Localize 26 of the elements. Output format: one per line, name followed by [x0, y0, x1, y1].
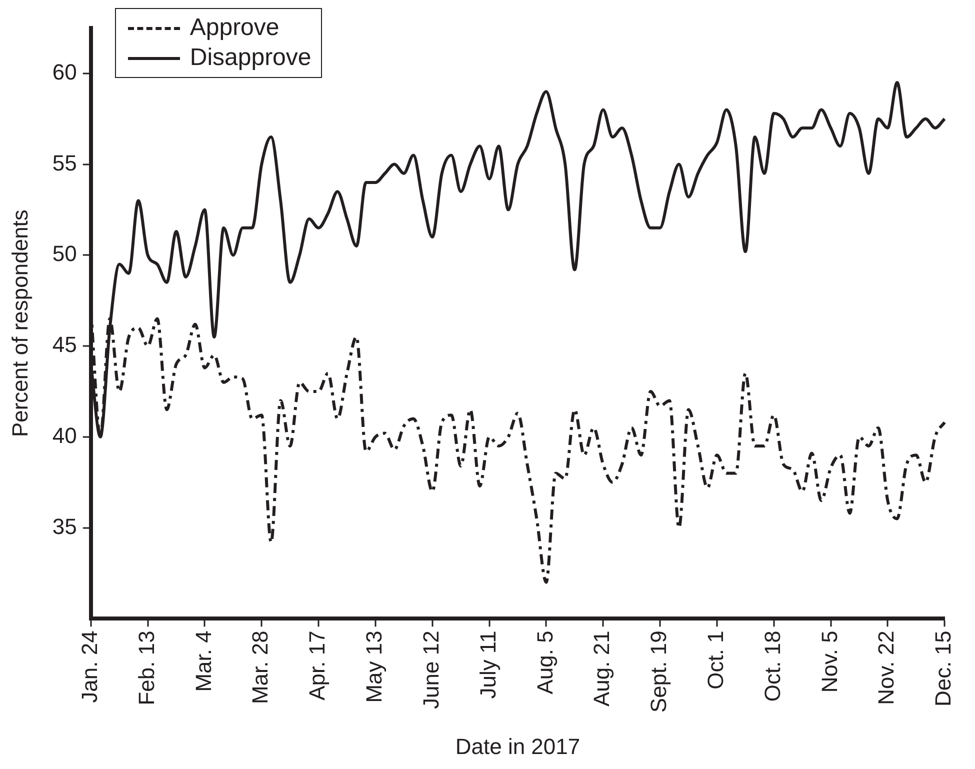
y-tick-label: 55 [52, 150, 77, 176]
legend-label: Disapprove [190, 44, 312, 72]
x-tick-label: Nov. 22 [874, 630, 899, 705]
x-tick-label: Apr. 17 [304, 630, 330, 700]
x-tick-label: Feb. 13 [134, 630, 159, 706]
y-tick-label: 60 [52, 59, 77, 84]
x-tick-label: Aug. 21 [589, 630, 614, 706]
x-axis-title: Date in 2017 [455, 734, 580, 759]
x-tick-label: Sept. 19 [646, 630, 672, 713]
x-tick-label: Dec. 15 [930, 630, 956, 706]
y-axis-title: Percent of respondents [7, 210, 32, 438]
y-tick-label: 35 [52, 514, 77, 539]
x-tick-label: Jan. 24 [76, 630, 102, 703]
x-tick-label: July 11 [475, 630, 500, 699]
y-tick-label: 45 [52, 332, 77, 358]
x-tick-label: Nov. 5 [816, 630, 842, 693]
x-tick-label: June 12 [418, 630, 444, 709]
x-tick-label: Mar. 28 [248, 630, 273, 704]
x-tick-label: Oct. 1 [703, 630, 728, 690]
y-tick-label: 50 [52, 241, 77, 266]
x-tick-label: May 13 [362, 630, 387, 703]
y-tick-label: 40 [52, 422, 77, 448]
x-tick-label: Aug. 5 [532, 630, 558, 694]
x-tick-label: Mar. 4 [190, 630, 216, 692]
x-tick-label: Oct. 18 [760, 630, 785, 702]
legend-label: Approve [190, 14, 280, 42]
